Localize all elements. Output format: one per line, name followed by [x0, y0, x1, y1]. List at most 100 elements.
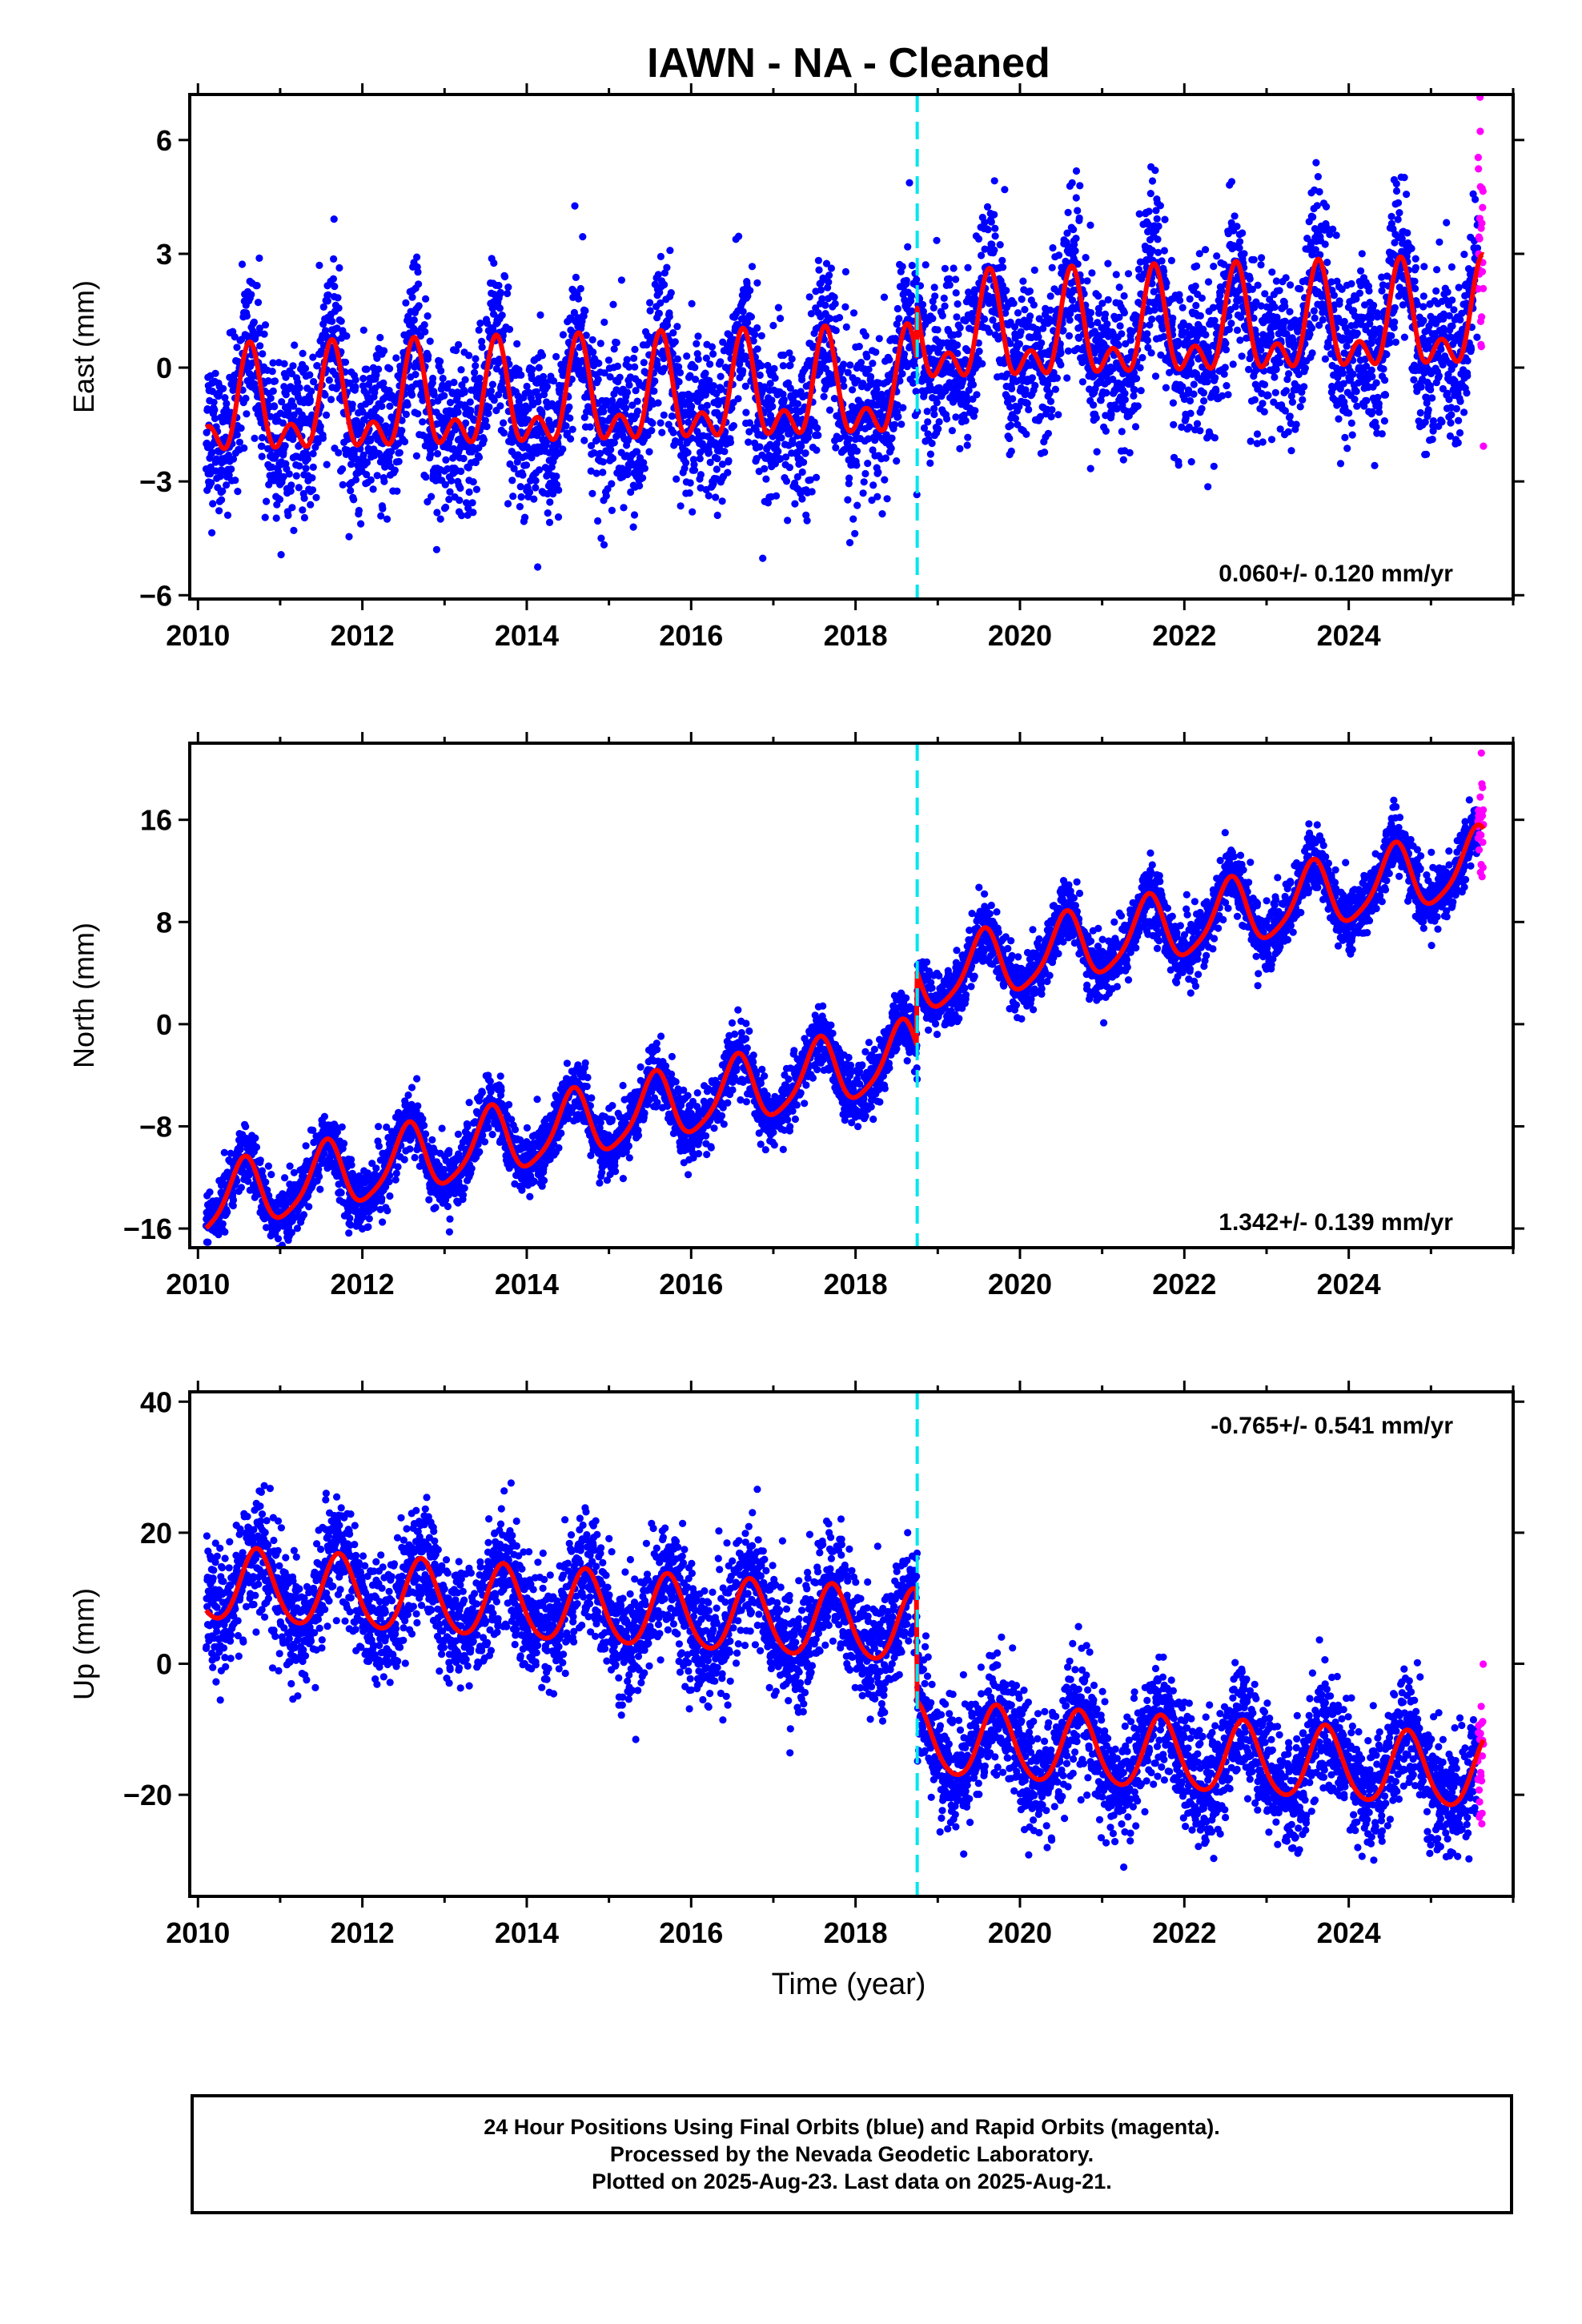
- data-point: [313, 362, 321, 370]
- data-point: [355, 506, 363, 515]
- data-point: [254, 299, 263, 307]
- data-point: [422, 295, 430, 303]
- data-point: [580, 436, 588, 444]
- data-point: [301, 364, 310, 372]
- data-point: [256, 342, 264, 350]
- data-point: [978, 251, 986, 259]
- data-point: [990, 211, 998, 219]
- data-point: [391, 466, 399, 474]
- data-point: [808, 488, 816, 496]
- data-point: [1198, 294, 1206, 302]
- data-point: [261, 513, 269, 521]
- data-point: [872, 348, 880, 356]
- data-point: [753, 324, 761, 332]
- data-point: [310, 378, 318, 386]
- data-point: [887, 444, 895, 452]
- data-point: [902, 276, 910, 284]
- data-point: [376, 333, 384, 342]
- data-point: [581, 307, 589, 315]
- data-point: [1343, 444, 1351, 452]
- data-point: [1253, 430, 1262, 438]
- data-point: [1221, 364, 1229, 372]
- data-point: [1022, 386, 1030, 394]
- data-point: [309, 463, 317, 472]
- data-point: [971, 407, 979, 415]
- data-point: [737, 347, 745, 355]
- data-point: [705, 376, 713, 384]
- data-point: [229, 455, 238, 463]
- data-point: [1121, 396, 1129, 404]
- data-point: [1312, 159, 1320, 167]
- data-point: [709, 350, 717, 358]
- data-point: [608, 480, 616, 488]
- data-point: [484, 320, 492, 328]
- data-point: [456, 497, 464, 505]
- data-point: [345, 533, 353, 541]
- data-point: [1287, 281, 1295, 289]
- data-point: [924, 418, 932, 426]
- data-point: [644, 432, 652, 440]
- data-point: [1119, 456, 1127, 464]
- data-point: [1026, 287, 1034, 296]
- data-point: [926, 459, 934, 468]
- data-point: [440, 392, 448, 400]
- data-point: [774, 448, 782, 456]
- data-point: [329, 275, 337, 283]
- data-point: [761, 464, 769, 473]
- data-point: [1057, 348, 1065, 357]
- data-point: [219, 384, 227, 392]
- data-point: [1190, 380, 1198, 388]
- data-point: [346, 379, 354, 388]
- data-point: [523, 382, 531, 391]
- data-point: [420, 321, 428, 329]
- data-point: [255, 402, 263, 410]
- data-point: [831, 300, 839, 308]
- data-point: [705, 492, 713, 500]
- data-point: [335, 448, 343, 457]
- data-point: [1076, 182, 1084, 190]
- data-point: [1257, 261, 1265, 269]
- data-point: [726, 438, 735, 447]
- data-point: [813, 424, 821, 432]
- data-point: [897, 420, 905, 428]
- data-point: [739, 308, 747, 316]
- data-point: [688, 300, 696, 308]
- data-point: [1054, 411, 1062, 419]
- data-point: [1239, 229, 1247, 237]
- data-point: [1191, 282, 1199, 290]
- data-point: [745, 428, 753, 436]
- data-point: [269, 359, 277, 367]
- data-point: [749, 337, 757, 345]
- data-point: [484, 409, 492, 417]
- data-point: [419, 418, 427, 426]
- data-point: [766, 380, 774, 388]
- data-point: [921, 261, 930, 269]
- data-point: [640, 464, 649, 472]
- data-point: [1048, 263, 1056, 271]
- data-point: [999, 263, 1007, 271]
- data-point: [1120, 292, 1128, 300]
- data-point: [457, 366, 465, 374]
- data-point: [1051, 385, 1059, 393]
- data-point: [1357, 267, 1365, 275]
- data-point: [1212, 387, 1220, 395]
- data-point: [1193, 420, 1202, 428]
- data-point: [424, 312, 432, 320]
- data-point: [1251, 396, 1259, 404]
- data-point: [377, 512, 385, 520]
- data-point: [460, 454, 468, 463]
- data-point: [258, 442, 266, 450]
- data-point: [290, 526, 298, 535]
- data-point: [532, 484, 540, 492]
- data-point: [428, 493, 436, 501]
- data-point: [793, 472, 801, 481]
- data-point: [1275, 287, 1283, 295]
- data-point: [1138, 354, 1146, 362]
- data-point: [746, 287, 754, 295]
- data-point: [465, 352, 473, 360]
- data-point: [302, 464, 310, 472]
- data-point: [1156, 202, 1164, 210]
- data-point: [996, 241, 1004, 249]
- data-point: [1204, 278, 1213, 286]
- data-point: [628, 401, 636, 409]
